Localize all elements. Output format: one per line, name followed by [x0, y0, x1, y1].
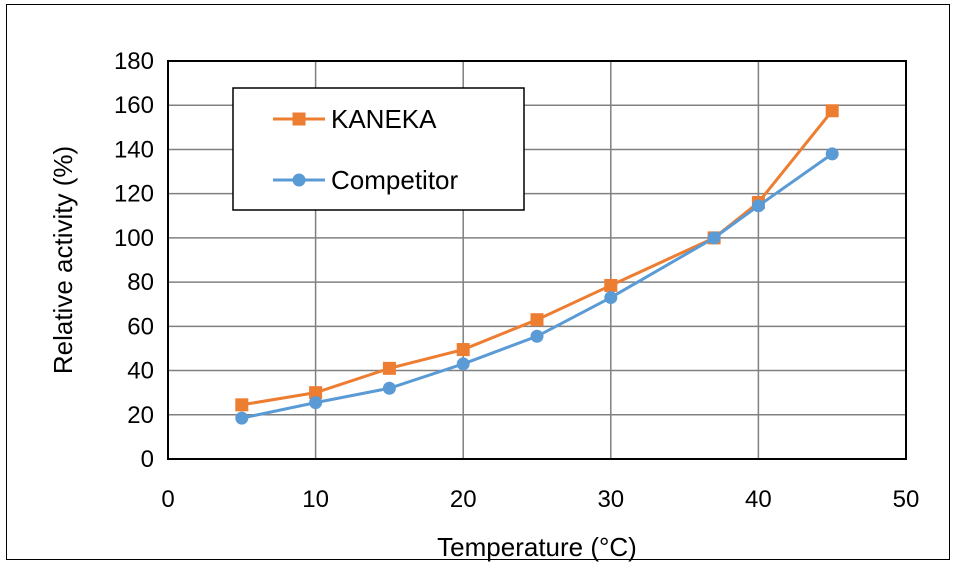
y-tick-label: 0 — [141, 446, 154, 473]
legend: KANEKA Competitor — [232, 87, 525, 211]
data-point — [604, 278, 618, 292]
data-point — [456, 357, 470, 371]
y-tick-label: 140 — [114, 136, 154, 163]
x-tick-label: 50 — [893, 486, 920, 513]
x-axis-title: Temperature (°C) — [437, 532, 637, 562]
legend-label: KANEKA — [331, 104, 437, 134]
data-point — [309, 386, 323, 400]
data-point — [751, 199, 765, 213]
data-point — [235, 411, 249, 425]
legend-item: KANEKA — [273, 104, 437, 134]
data-point — [309, 396, 323, 410]
x-tick-label: 0 — [161, 486, 174, 513]
series-layer — [235, 104, 839, 425]
data-point — [530, 313, 544, 327]
y-tick-label: 40 — [127, 358, 154, 385]
legend-box — [232, 87, 525, 211]
data-point — [382, 381, 396, 395]
x-tick-label: 10 — [302, 486, 329, 513]
y-axis-title: Relative activity (%) — [48, 146, 78, 374]
data-point — [382, 361, 396, 375]
data-point — [530, 329, 544, 343]
legend-marker — [292, 173, 306, 187]
data-point — [235, 398, 249, 412]
y-tick-label: 100 — [114, 225, 154, 252]
legend-label: Competitor — [331, 165, 458, 195]
y-tick-label: 180 — [114, 48, 154, 75]
y-tick-label: 160 — [114, 92, 154, 119]
data-point — [707, 231, 721, 245]
data-point — [825, 147, 839, 161]
legend-marker — [292, 112, 306, 126]
data-point — [604, 291, 618, 305]
legend-items: KANEKA Competitor — [273, 104, 458, 195]
legend-item: Competitor — [273, 165, 458, 195]
data-point — [825, 104, 839, 118]
x-tick-label: 30 — [597, 486, 624, 513]
x-tick-label: 40 — [745, 486, 772, 513]
tick-labels: 0 20 40 60 80 100 120 140 160 180 0 10 20 30 40 50 — [114, 48, 919, 513]
data-point — [456, 343, 470, 357]
y-tick-label: 20 — [127, 402, 154, 429]
y-tick-label: 80 — [127, 269, 154, 296]
x-tick-label: 20 — [450, 486, 477, 513]
y-tick-label: 120 — [114, 181, 154, 208]
series-competitor — [235, 147, 839, 425]
plot-area-border — [167, 60, 907, 460]
y-tick-label: 60 — [127, 313, 154, 340]
